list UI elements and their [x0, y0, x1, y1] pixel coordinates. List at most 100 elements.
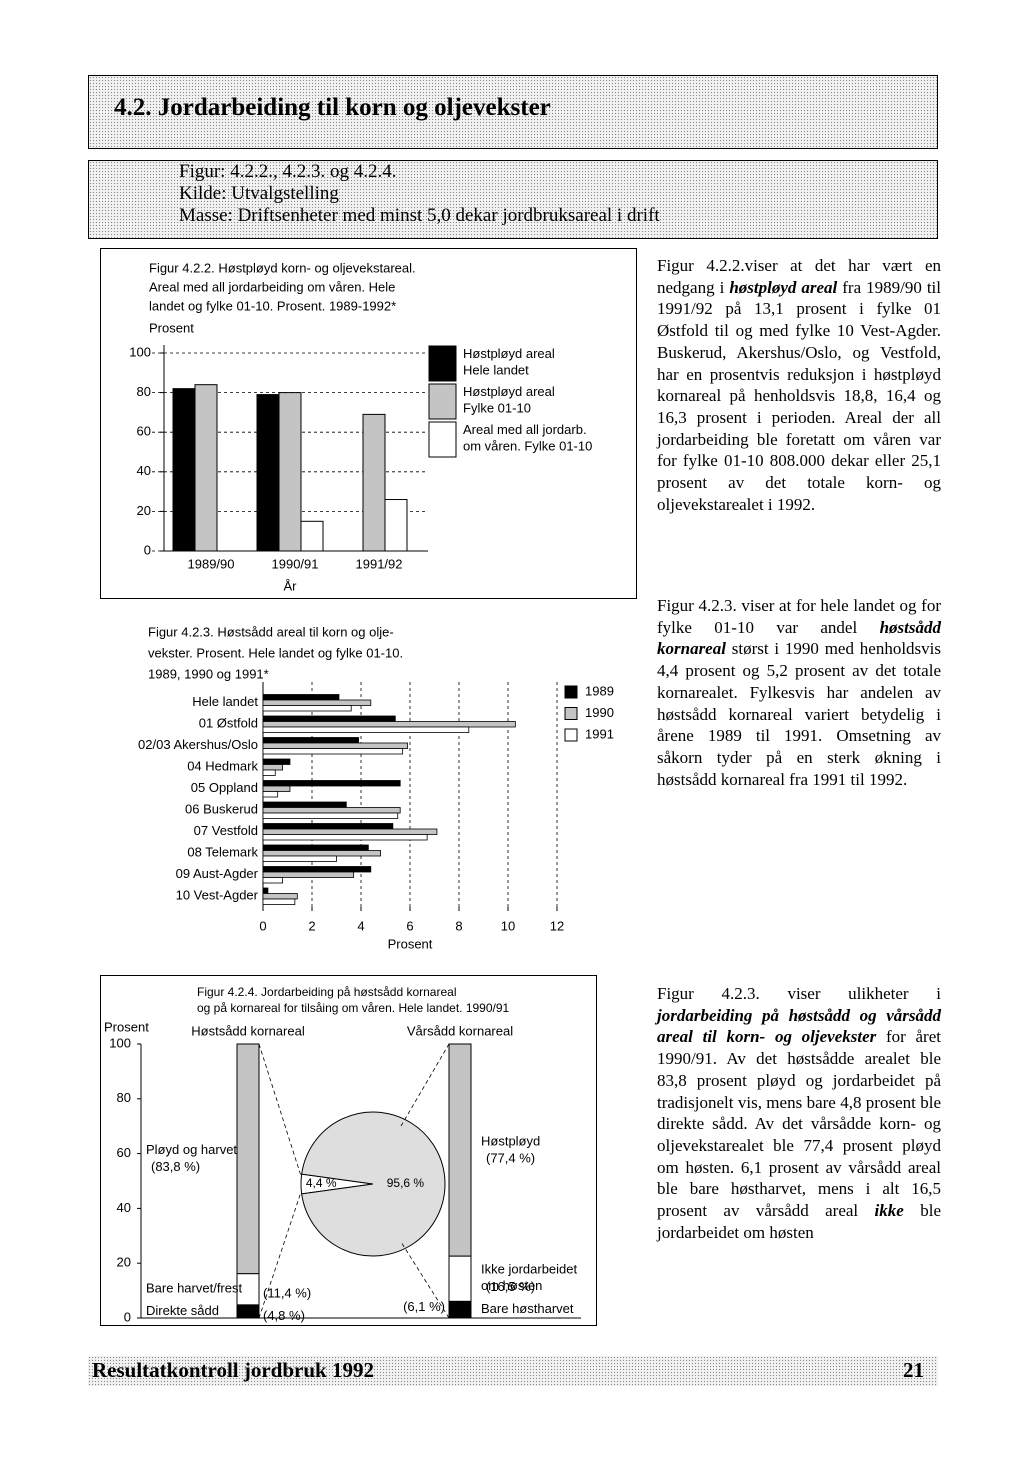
x-axis-label: Prosent [388, 936, 433, 951]
segment-label: Ikke jordarbeidet om høsten [481, 1262, 577, 1293]
x-tick-label: 8 [455, 918, 462, 933]
segment-value-label: (6,1 %) [403, 1299, 445, 1314]
x-tick-label: 1989/90 [188, 556, 235, 571]
bar [262, 834, 428, 841]
connector [400, 1043, 450, 1127]
y-tick-label: 01 Østfold [199, 716, 258, 731]
bar [262, 812, 399, 819]
y-tick-label: 40 [117, 1200, 131, 1215]
y-tick-label: 80 [117, 1090, 131, 1105]
legend-label: Høstpløyd areal Fylke 01-10 [463, 384, 555, 415]
segment-value-label: (11,4 %) [263, 1286, 311, 1301]
bar [262, 871, 355, 878]
y-tick-label: 40 [137, 463, 151, 478]
y-tick-label: 0 [144, 542, 151, 557]
x-axis-label: År [284, 578, 298, 593]
bar [262, 764, 284, 771]
bar [384, 499, 408, 552]
segment-value-label: (16,5 %) [486, 1279, 535, 1294]
stacked-segment [448, 1043, 472, 1257]
bar [262, 823, 394, 830]
legend-swatch [428, 345, 457, 382]
bar [194, 384, 218, 552]
y-tick-label: 20 [117, 1255, 131, 1270]
column-title: Vårsådd kornareal [407, 1023, 513, 1038]
legend-swatch [564, 707, 578, 720]
legend-swatch [428, 383, 457, 420]
figure-title: Figur 4.2.4. Jordarbeiding på høstsådd k… [197, 985, 456, 999]
bar [262, 828, 438, 835]
bar [262, 721, 516, 728]
bar [262, 726, 470, 733]
bar [262, 866, 372, 873]
text-run: fra 1989/90 til 1991/92 på 13,1 prosent … [657, 277, 942, 514]
y-tick-label: 60 [137, 424, 151, 439]
text-run: for året 1990/91. Av det høstsådde areal… [657, 1027, 941, 1221]
segment-label: Bare harvet/frest [146, 1281, 242, 1296]
bar [262, 785, 291, 792]
x-tick-label: 1990/91 [272, 556, 319, 571]
bar [262, 898, 296, 905]
y-tick-label: 06 Buskerud [185, 802, 258, 817]
figure-title: Areal med all jordarbeiding om våren. He… [149, 279, 395, 294]
x-tick-label: 0 [259, 918, 266, 933]
bar [262, 705, 352, 712]
segment-label: Høstpløyd [481, 1133, 540, 1148]
bar [256, 394, 280, 552]
x-tick-label: 2 [308, 918, 315, 933]
column-title: Høstsådd kornareal [191, 1023, 305, 1038]
y-tick-label: 60 [117, 1145, 131, 1160]
bar [262, 694, 340, 701]
segment-value-label: (77,4 %) [486, 1150, 535, 1165]
bar [262, 850, 381, 857]
footer-title: Resultatkontroll jordbruk 1992 [92, 1358, 374, 1382]
y-tick-label: 08 Telemark [187, 845, 258, 860]
legend-label: Areal med all jordarb. om våren. Fylke 01… [463, 422, 592, 453]
legend-swatch [564, 728, 578, 742]
figure-chart: Figur 4.2.3. Høstsådd areal til korn og … [138, 624, 614, 951]
bar [362, 413, 386, 552]
info-line: Kilde: Utvalgstelling [179, 183, 339, 204]
stacked-segment [236, 1043, 260, 1275]
text-run: Figur 4.2.2.viser at det har vært en ned… [657, 256, 941, 297]
bar [262, 893, 298, 900]
section-title: 4.2. Jordarbeiding til korn og oljevekst… [114, 94, 551, 121]
x-tick-label: 10 [501, 918, 515, 933]
segment-label: Pløyd og harvet [146, 1142, 237, 1157]
figure-title: og på kornareal for tilsåing om våren. H… [197, 1001, 510, 1015]
y-tick-label: 10 Vest-Agder [176, 888, 259, 903]
segment-label: Bare høstharvet [481, 1301, 574, 1316]
legend-label: 1990 [585, 705, 614, 720]
figure-title: landet og fylke 01-10. Prosent. 1989-199… [149, 298, 396, 313]
segment-value-label: (83,8 %) [151, 1159, 200, 1174]
y-tick-label: 80 [137, 384, 151, 399]
page-number: 21 [903, 1358, 924, 1382]
y-tick-label: Hele landet [192, 694, 258, 709]
figure-chart: Figur 4.2.2. Høstpløyd korn- og oljeveks… [100, 248, 637, 599]
emphasis: høstsådd kornareal [657, 617, 941, 659]
bar [262, 791, 279, 798]
y-tick-label: 0 [124, 1309, 131, 1324]
bar [262, 877, 284, 884]
bar [262, 699, 372, 706]
bar [172, 388, 196, 552]
info-line: Masse: Driftsenheter med minst 5,0 dekar… [179, 205, 660, 226]
y-tick-label: 02/03 Akershus/Oslo [138, 737, 258, 752]
pie-slice [301, 1111, 446, 1257]
x-tick-label: 6 [406, 918, 413, 933]
legend-label: 1989 [585, 683, 614, 698]
bar [262, 748, 404, 755]
y-tick-label: 04 Hedmark [187, 759, 258, 774]
bar [262, 801, 347, 808]
y-axis-label: Prosent [104, 1019, 149, 1034]
segment-label: Direkte sådd [146, 1303, 219, 1318]
connector [258, 1191, 302, 1319]
paragraph: Figur 4.2.3. viser at for hele landet og… [657, 595, 941, 790]
bar [278, 392, 302, 552]
x-tick-label: 1991/92 [356, 556, 403, 571]
legend-swatch [428, 421, 457, 458]
connector [258, 1043, 302, 1177]
figure-chart: Figur 4.2.4. Jordarbeiding på høstsådd k… [100, 975, 597, 1326]
figure-title: Figur 4.2.3. Høstsådd areal til korn og … [148, 624, 394, 639]
